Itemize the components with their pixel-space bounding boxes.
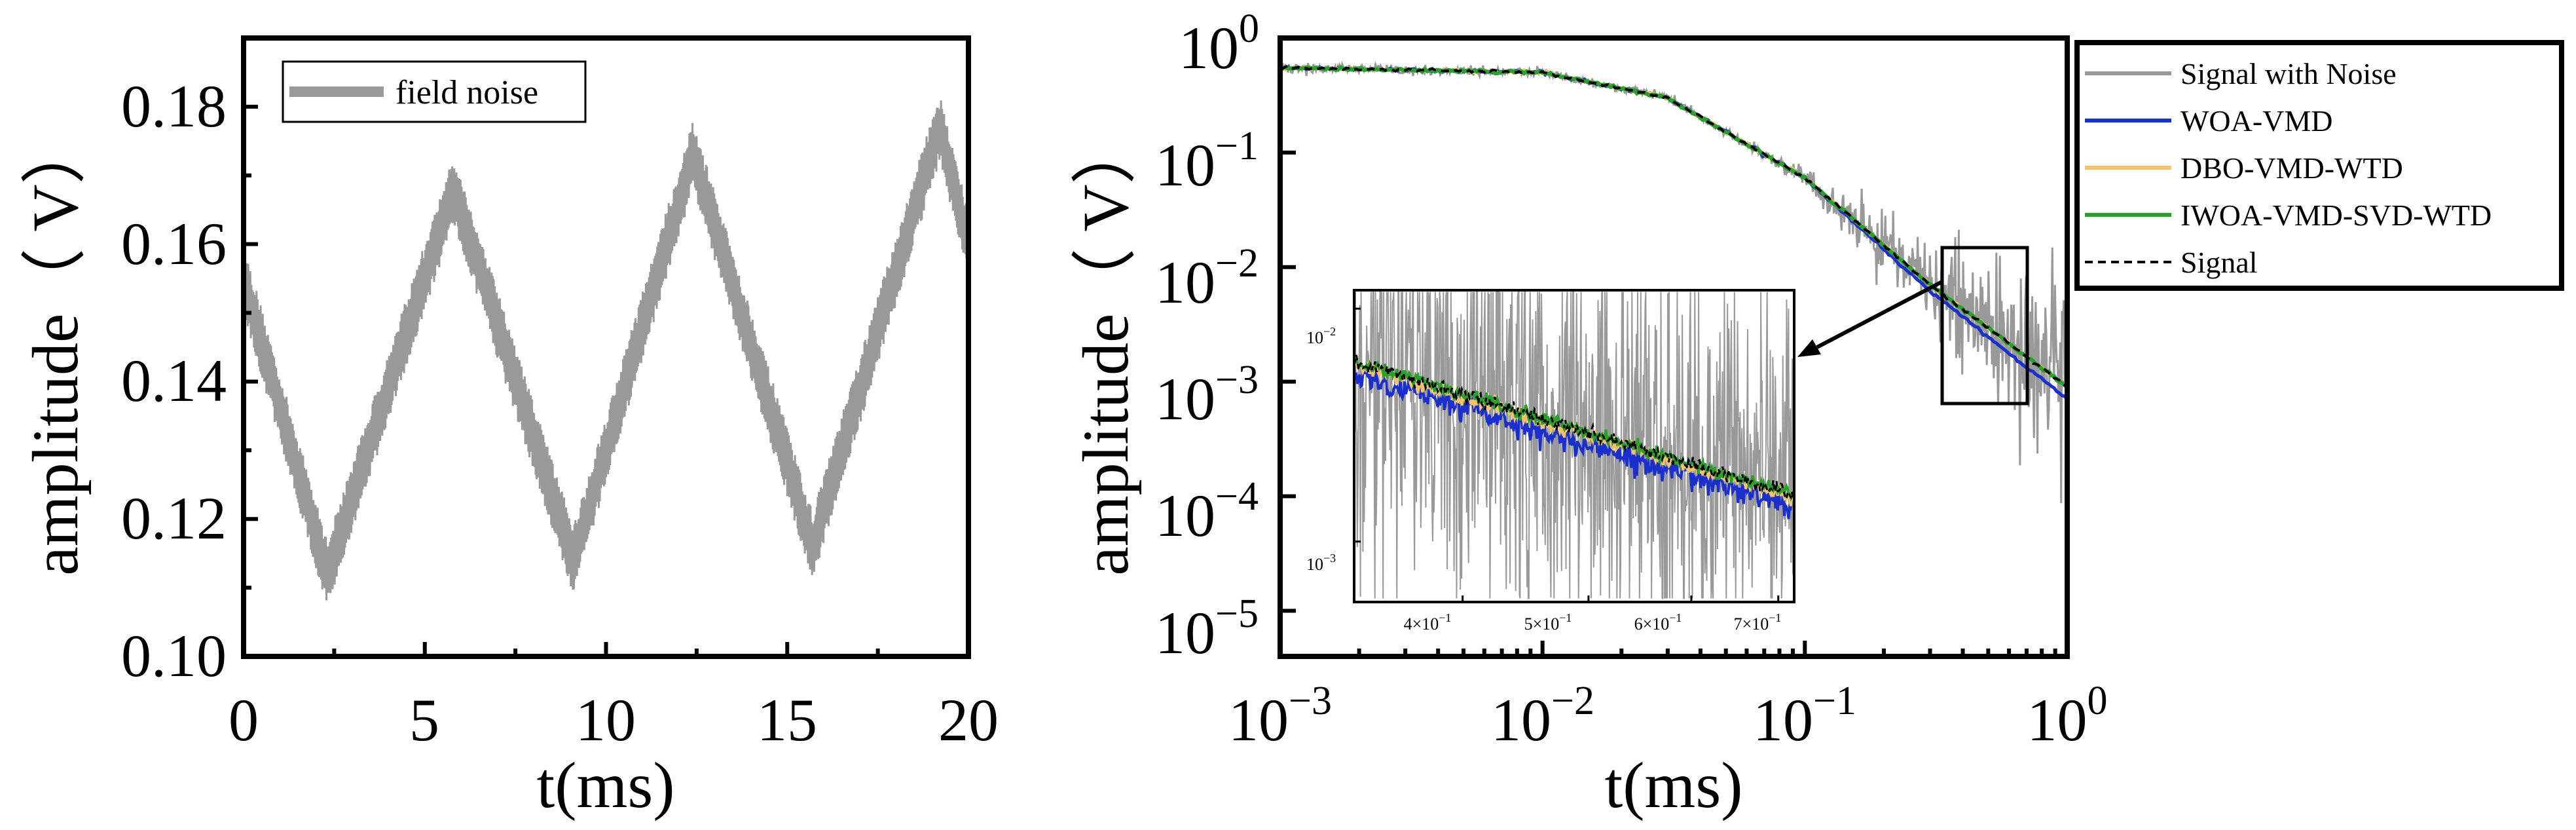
inset-series-signal-line <box>1353 354 1795 503</box>
zoom-region-box <box>1940 246 2029 406</box>
inset-frame <box>1353 289 1795 603</box>
left-xtick-label: 20 <box>938 687 999 753</box>
right-ytick-label: 10−2 <box>1155 241 1259 316</box>
zoom-arrow-head <box>1797 339 1821 357</box>
left-panel: 0 5 10 15 20 0.10 0.12 0.14 0.16 0.18 t(… <box>19 35 999 821</box>
left-xtick-label: 5 <box>409 687 439 753</box>
inset-xtick-label: 5×10−1 <box>1524 611 1572 633</box>
left-xtick-label: 15 <box>757 687 817 753</box>
legend-label-signal-with-noise: Signal with Noise <box>2180 57 2397 90</box>
inset-xtick-label: 7×10−1 <box>1734 611 1782 633</box>
left-ticks <box>242 104 970 658</box>
left-ytick-label: 0.16 <box>121 210 227 277</box>
left-x-axis-label: t(ms) <box>536 749 674 821</box>
left-legend-box <box>282 60 587 123</box>
right-panel: 10−3 10−2 10−1 100 100 10−1 10−2 10−3 10… <box>1069 7 2564 821</box>
zoom-arrow <box>1816 280 1943 349</box>
denoised-curves <box>1279 64 2069 401</box>
left-xtick-label: 0 <box>229 687 259 753</box>
inset-denoised-curves <box>1353 354 1795 519</box>
legend-label-iwoa-vmd-svd-wtd: IWOA-VMD-SVD-WTD <box>2180 198 2492 232</box>
right-x-axis-label: t(ms) <box>1604 749 1742 821</box>
right-ytick-label: 10−1 <box>1155 124 1259 198</box>
left-ytick-label: 0.12 <box>121 485 227 552</box>
legend-label-signal: Signal <box>2180 246 2258 279</box>
left-plot-frame <box>241 35 971 659</box>
inset-ticks <box>1354 307 1780 602</box>
right-ticks <box>1278 36 2069 656</box>
field-noise-line <box>242 100 970 601</box>
right-ytick-label: 10−3 <box>1155 358 1259 432</box>
left-y-axis-label: amplitude（ V） <box>19 119 92 575</box>
right-legend: Signal with Noise WOA-VMD DBO-VMD-WTD IW… <box>2074 40 2564 291</box>
inset-ytick-label: 10−3 <box>1306 552 1336 574</box>
right-xtick-label: 100 <box>2027 679 2108 753</box>
inset-xtick-label: 6×10−1 <box>1634 611 1682 633</box>
series-signal-line <box>1279 64 2068 388</box>
right-ytick-label: 100 <box>1179 7 1259 81</box>
left-ytick-label: 0.14 <box>121 347 227 414</box>
inset-xtick-label: 4×10−1 <box>1404 611 1452 633</box>
right-ytick-label: 10−4 <box>1155 474 1259 549</box>
left-xtick-label: 10 <box>576 687 636 753</box>
right-xtick-label: 10−2 <box>1491 679 1594 753</box>
legend-label-dbo-vmd-wtd: DBO-VMD-WTD <box>2180 151 2403 185</box>
legend-label-field-noise: field noise <box>396 74 538 111</box>
left-ytick-label: 0.10 <box>121 622 227 689</box>
right-legend-box <box>2074 40 2564 291</box>
field-noise-series <box>242 100 970 601</box>
right-xtick-label: 10−3 <box>1228 679 1332 753</box>
left-legend: field noise <box>282 60 587 123</box>
right-ytick-label: 10−5 <box>1155 592 1259 666</box>
inset-ytick-label: 10−2 <box>1306 325 1336 347</box>
legend-label-woa-vmd: WOA-VMD <box>2180 104 2333 138</box>
right-plot-frame <box>1278 35 2070 659</box>
left-ytick-label: 0.18 <box>121 73 227 140</box>
inset-chart: 4×10−1 5×10−1 6×10−1 7×10−1 10−2 10−3 <box>1306 289 1795 633</box>
right-y-axis-label: amplitude（ V） <box>1069 119 1142 575</box>
right-xtick-label: 10−1 <box>1753 679 1856 753</box>
